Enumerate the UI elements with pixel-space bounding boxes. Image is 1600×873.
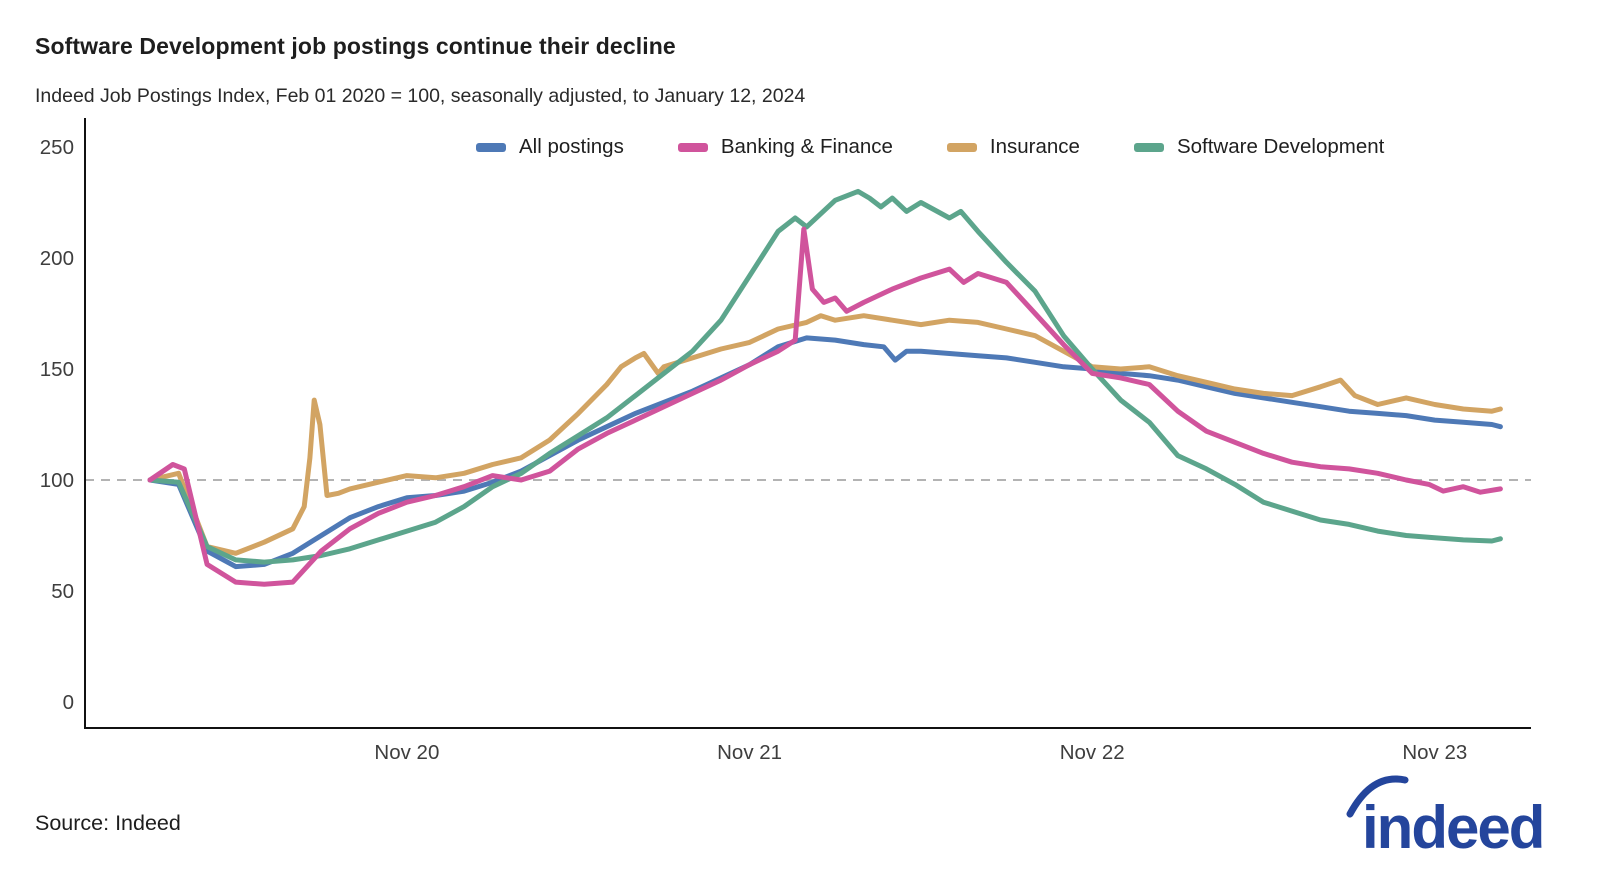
- legend-label: Banking & Finance: [720, 135, 893, 158]
- legend-item: All postings: [476, 135, 624, 159]
- y-tick-label: 200: [40, 247, 74, 270]
- legend-item: Software Development: [1133, 135, 1385, 159]
- y-tick-label: 100: [40, 469, 74, 492]
- series-line-software-development: [147, 188, 1503, 565]
- legend-label: Software Development: [1176, 135, 1385, 158]
- x-tick-label: Nov 22: [1060, 741, 1125, 764]
- x-tick-label: Nov 21: [717, 741, 782, 764]
- legend-swatch-icon: [1133, 142, 1164, 152]
- source-note: Source: Indeed: [35, 811, 181, 835]
- legend-swatch-icon: [476, 142, 506, 152]
- x-tick-label: Nov 23: [1402, 741, 1467, 764]
- legend-label: All postings: [519, 135, 624, 158]
- y-tick-label: 50: [51, 580, 74, 603]
- legend-swatch-icon: [677, 142, 708, 152]
- x-tick-label: Nov 20: [374, 741, 439, 764]
- series-line-banking-finance: [147, 226, 1503, 587]
- logo-text: indeed: [1362, 794, 1543, 861]
- y-tick-label: 0: [63, 691, 74, 714]
- legend-item: Banking & Finance: [677, 135, 893, 159]
- y-tick-label: 150: [40, 358, 74, 381]
- indeed-logo: indeed: [1338, 768, 1548, 863]
- legend-label: Insurance: [989, 135, 1080, 158]
- chart-subtitle: Indeed Job Postings Index, Feb 01 2020 =…: [35, 85, 806, 107]
- legend-item: Insurance: [946, 135, 1080, 159]
- axes: [84, 118, 1531, 729]
- chart-title: Software Development job postings contin…: [35, 33, 676, 59]
- series-line-insurance: [147, 313, 1503, 556]
- legend: All postings Banking & Finance Insurance So…: [476, 135, 1384, 159]
- y-tick-label: 250: [40, 136, 74, 159]
- logo-swoosh-icon: [1346, 775, 1409, 818]
- legend-swatch-icon: [946, 142, 977, 152]
- series-line-all-postings: [147, 335, 1503, 570]
